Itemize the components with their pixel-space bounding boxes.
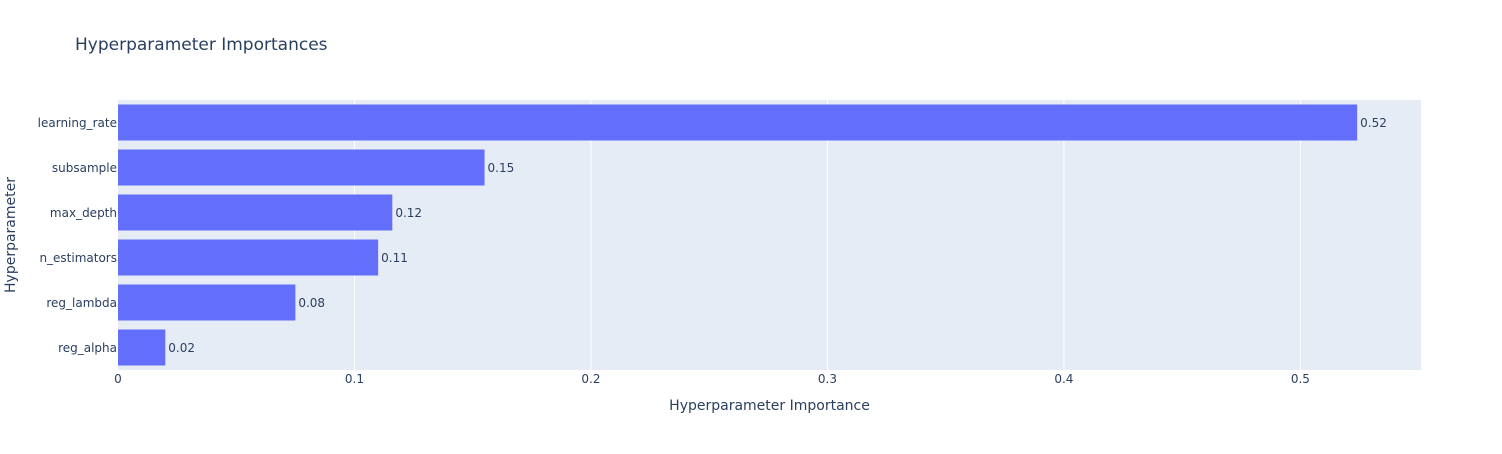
- data-label: 0.52: [1360, 116, 1387, 130]
- data-labels: 0.52 0.15 0.12 0.11 0.08 0.02: [168, 116, 1387, 355]
- bar-max-depth: [118, 194, 393, 231]
- x-axis-title: Hyperparameter Importance: [669, 398, 870, 414]
- x-tick-label: 0.1: [345, 372, 364, 386]
- plot-area: [118, 100, 1421, 370]
- x-tick-label: 0: [114, 372, 122, 386]
- y-tick-label: reg_alpha: [58, 341, 117, 355]
- y-tick-label: n_estimators: [39, 251, 117, 265]
- x-tick-label: 0.3: [818, 372, 837, 386]
- chart-title: Hyperparameter Importances: [75, 35, 328, 55]
- bar-n-estimators: [118, 239, 379, 276]
- y-tick-label: reg_lambda: [46, 296, 117, 310]
- y-axis-ticks: learning_rate subsample max_depth n_estimat…: [38, 116, 117, 355]
- bar-reg-alpha: [118, 329, 166, 366]
- y-tick-label: subsample: [52, 161, 117, 175]
- bar-subsample: [118, 149, 485, 186]
- y-axis-title: Hyperparameter: [3, 177, 19, 293]
- x-tick-label: 0.5: [1291, 372, 1310, 386]
- data-label: 0.02: [168, 341, 195, 355]
- x-tick-label: 0.2: [581, 372, 600, 386]
- data-label: 0.11: [381, 251, 408, 265]
- bars: [118, 104, 1358, 366]
- bar-learning-rate: [118, 104, 1358, 141]
- y-tick-label: learning_rate: [38, 116, 117, 130]
- x-tick-label: 0.4: [1054, 372, 1073, 386]
- data-label: 0.12: [395, 206, 422, 220]
- bar-reg-lambda: [118, 284, 296, 321]
- data-label: 0.08: [298, 296, 325, 310]
- data-label: 0.15: [488, 161, 515, 175]
- x-axis-ticks: 0 0.1 0.2 0.3 0.4 0.5: [114, 372, 1310, 386]
- grid-lines: [353, 100, 1301, 370]
- y-tick-label: max_depth: [50, 206, 117, 220]
